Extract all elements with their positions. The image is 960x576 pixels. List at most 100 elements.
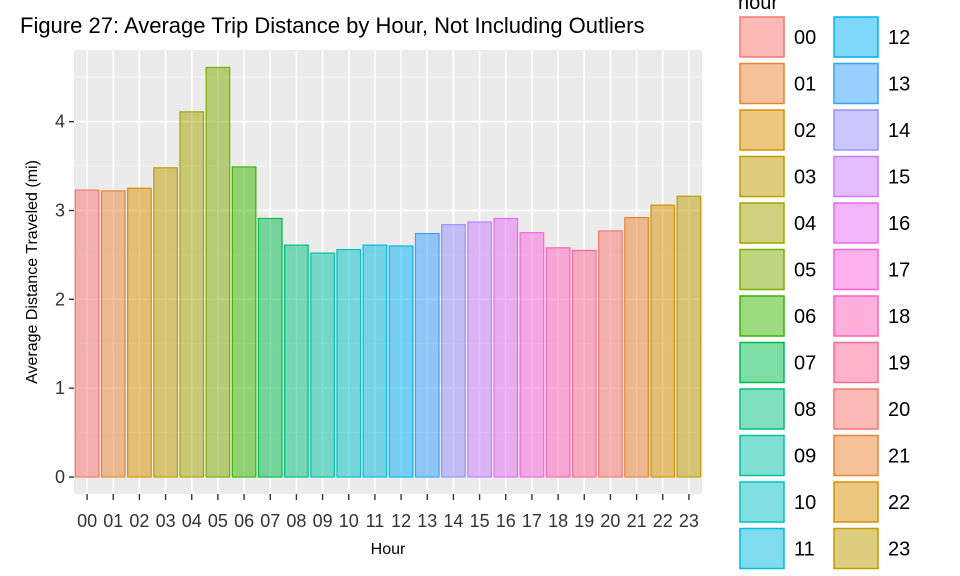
legend-key-20 xyxy=(833,388,879,430)
bar-hour-03 xyxy=(153,167,178,478)
bar-hour-13 xyxy=(414,232,440,478)
x-tick-label: 02 xyxy=(129,511,149,531)
legend-label-22: 22 xyxy=(888,492,910,514)
legend-key-04 xyxy=(739,202,785,244)
bar-hour-19 xyxy=(571,249,597,478)
legend-key-17 xyxy=(833,248,879,291)
legend-label-13: 13 xyxy=(888,74,910,96)
y-tick-label: 0 xyxy=(55,467,65,487)
legend-key-16 xyxy=(833,202,879,244)
legend-label-00: 00 xyxy=(794,27,816,49)
x-tick-label: 09 xyxy=(313,511,333,531)
x-tick-label: 07 xyxy=(260,511,280,531)
bar-hour-02 xyxy=(127,187,152,478)
x-tick-label: 04 xyxy=(182,511,202,531)
x-tick-label: 21 xyxy=(627,511,647,531)
legend-label-02: 02 xyxy=(794,120,816,142)
legend-label-16: 16 xyxy=(888,213,910,235)
bar-hour-18 xyxy=(545,247,571,478)
x-tick-label: 23 xyxy=(679,511,699,531)
bar-hour-14 xyxy=(441,224,466,478)
y-tick-label: 4 xyxy=(55,112,65,132)
bar-hour-21 xyxy=(624,216,649,478)
y-tick-label: 2 xyxy=(55,289,65,309)
legend-label-12: 12 xyxy=(888,27,910,49)
legend-key-11 xyxy=(739,527,785,570)
legend-label-10: 10 xyxy=(794,492,816,514)
x-tick-label: 19 xyxy=(574,511,594,531)
legend-label-06: 06 xyxy=(794,306,816,328)
legend-key-21 xyxy=(833,434,879,477)
legend-label-01: 01 xyxy=(794,74,816,96)
legend-label-11: 11 xyxy=(794,539,815,561)
legend-key-07 xyxy=(739,341,785,384)
bar-hour-12 xyxy=(388,245,414,478)
bar-hour-01 xyxy=(100,190,126,478)
x-tick-label: 10 xyxy=(339,511,359,531)
legend-key-23 xyxy=(833,527,879,570)
x-tick-label: 14 xyxy=(443,511,463,531)
legend-key-03 xyxy=(739,155,785,198)
x-axis-title: Hour xyxy=(371,541,406,558)
x-tick-label: 16 xyxy=(496,511,516,531)
plot-panel xyxy=(74,50,702,494)
legend-key-05 xyxy=(739,248,785,291)
bar-hour-23 xyxy=(676,195,702,478)
x-tick-label: 06 xyxy=(234,511,254,531)
legend-key-12 xyxy=(833,16,879,58)
legend: hour 00 01 02 03 04 05 06 07 08 09 10 11 12 13 14 15 16 1… xyxy=(738,0,910,570)
legend-label-08: 08 xyxy=(794,399,816,421)
legend-key-13 xyxy=(833,62,879,105)
x-tick-label: 22 xyxy=(653,511,673,531)
legend-label-19: 19 xyxy=(888,353,910,375)
legend-key-06 xyxy=(739,295,785,337)
y-axis-title: Average Distance Traveled (mi) xyxy=(24,160,41,384)
legend-label-03: 03 xyxy=(794,167,816,189)
legend-key-22 xyxy=(833,481,879,523)
legend-title: hour xyxy=(738,0,778,14)
legend-label-23: 23 xyxy=(888,539,910,561)
x-tick-label: 20 xyxy=(600,511,620,531)
bar-hour-11 xyxy=(362,244,388,478)
bar-hour-17 xyxy=(519,232,545,478)
legend-key-08 xyxy=(739,388,785,430)
bar-hour-08 xyxy=(284,244,309,478)
legend-label-21: 21 xyxy=(888,446,910,468)
legend-key-10 xyxy=(739,481,785,523)
legend-label-20: 20 xyxy=(888,399,910,421)
bar-hour-05 xyxy=(205,66,231,478)
x-tick-label: 05 xyxy=(208,511,228,531)
x-tick-label: 08 xyxy=(286,511,306,531)
legend-key-01 xyxy=(739,62,785,105)
legend-label-05: 05 xyxy=(794,260,816,282)
bar-hour-22 xyxy=(650,204,676,478)
x-tick-label: 00 xyxy=(77,511,97,531)
legend-key-15 xyxy=(833,155,879,198)
legend-label-15: 15 xyxy=(888,167,910,189)
x-tick-label: 01 xyxy=(103,511,123,531)
bar-hour-06 xyxy=(231,166,257,478)
bar-hour-07 xyxy=(257,217,283,478)
y-tick-label: 3 xyxy=(55,200,65,220)
legend-key-14 xyxy=(833,109,879,151)
legend-key-00 xyxy=(739,16,785,58)
legend-key-02 xyxy=(739,109,785,151)
legend-key-18 xyxy=(833,295,879,337)
bar-hour-00 xyxy=(74,189,100,478)
legend-label-14: 14 xyxy=(888,120,910,142)
x-tick-label: 17 xyxy=(522,511,542,531)
x-tick-label: 15 xyxy=(470,511,490,531)
x-tick-label: 03 xyxy=(156,511,176,531)
bar-hour-10 xyxy=(336,248,362,478)
y-tick-label: 1 xyxy=(55,378,65,398)
bar-hour-16 xyxy=(493,217,519,478)
bar-hour-09 xyxy=(310,252,335,478)
x-tick-label: 11 xyxy=(366,511,385,531)
legend-label-04: 04 xyxy=(794,213,816,235)
legend-label-09: 09 xyxy=(794,446,816,468)
x-tick-label: 13 xyxy=(417,511,437,531)
x-axis: 00 01 02 03 04 05 06 07 08 09 10 11 12 13 14 15 16 17 18 19… xyxy=(77,494,699,531)
legend-label-18: 18 xyxy=(888,306,910,328)
legend-label-17: 17 xyxy=(888,260,910,282)
